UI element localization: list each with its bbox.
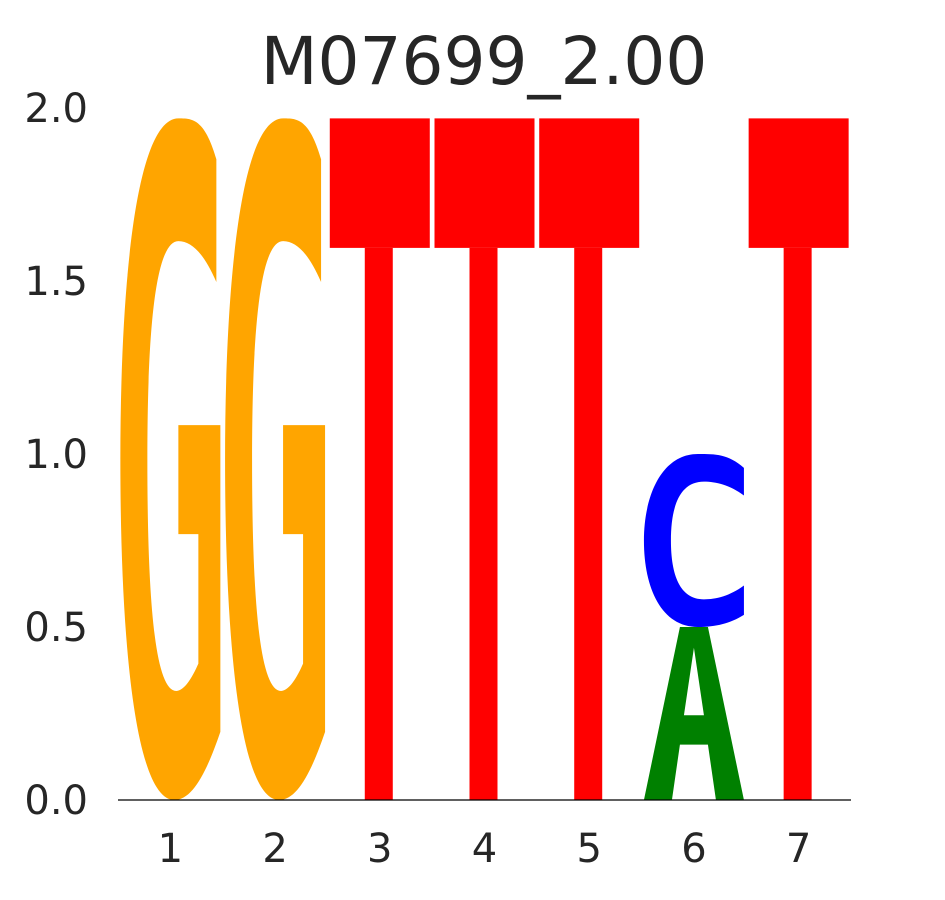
y-tick-label: 2.0 bbox=[24, 86, 88, 132]
y-tick-label: 0.5 bbox=[24, 605, 88, 651]
letter-c bbox=[643, 454, 744, 627]
y-tick-label: 0.0 bbox=[24, 778, 88, 824]
x-tick-label: 5 bbox=[576, 826, 601, 872]
letter-a bbox=[643, 627, 744, 800]
chart-title: M07699_2.00 bbox=[261, 23, 708, 100]
x-tick-label: 6 bbox=[681, 826, 706, 872]
letter-t bbox=[434, 118, 535, 800]
y-tick-label: 1.5 bbox=[24, 259, 88, 305]
x-tick-label: 4 bbox=[472, 826, 497, 872]
x-axis: 1 2 3 4 5 6 7 bbox=[158, 826, 812, 872]
y-axis: 0.0 0.5 1.0 1.5 2.0 bbox=[24, 86, 88, 824]
letter-g bbox=[225, 118, 326, 800]
x-tick-label: 1 bbox=[158, 826, 183, 872]
letter-t bbox=[539, 118, 640, 800]
x-tick-label: 7 bbox=[786, 826, 811, 872]
y-tick-label: 1.0 bbox=[24, 432, 88, 478]
letter-t bbox=[329, 118, 430, 800]
letter-g bbox=[120, 118, 221, 800]
letter-stacks bbox=[120, 118, 849, 800]
x-tick-label: 3 bbox=[367, 826, 392, 872]
x-tick-label: 2 bbox=[262, 826, 287, 872]
letter-t bbox=[748, 118, 849, 800]
